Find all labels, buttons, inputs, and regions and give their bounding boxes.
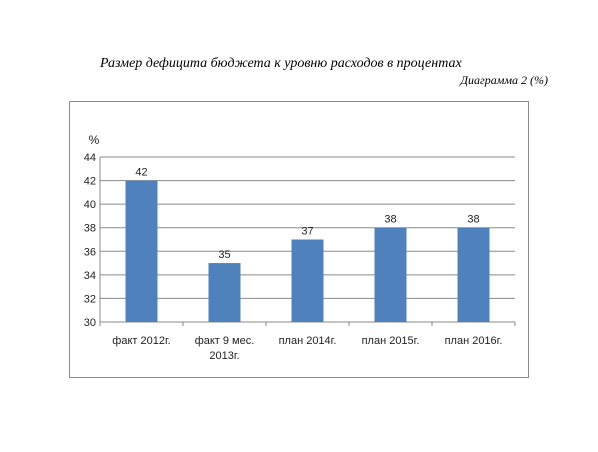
data-label: 38 — [384, 214, 396, 226]
data-label: 35 — [218, 249, 230, 261]
bar — [125, 180, 158, 322]
x-tick-label: план 2015г. — [362, 335, 420, 347]
bar — [374, 227, 407, 322]
y-tick-label: 30 — [84, 317, 96, 329]
y-tick-label: 34 — [84, 270, 96, 282]
x-tick-label: план 2016г. — [445, 335, 503, 347]
y-tick-label: 36 — [84, 246, 96, 258]
x-tick-label: факт 9 мес. 2013г. — [195, 335, 255, 362]
y-tick-label: 40 — [84, 199, 96, 211]
bar — [208, 263, 241, 322]
data-label: 38 — [467, 214, 479, 226]
x-tick-label: факт 2012г. — [112, 335, 170, 347]
chart-subtitle: Диаграмма 2 (%) — [460, 73, 548, 87]
chart-title: Размер дефицита бюджета к уровню расходо… — [100, 56, 462, 71]
y-tick-label: 38 — [84, 223, 96, 235]
x-tick-label: план 2014г. — [279, 335, 337, 347]
data-label: 37 — [301, 226, 313, 238]
y-tick-label: 44 — [84, 152, 96, 164]
data-label: 42 — [135, 167, 147, 179]
y-tick-label: 42 — [84, 176, 96, 188]
bar — [291, 239, 324, 322]
y-axis-unit-label: % — [89, 133, 100, 147]
bar — [457, 227, 490, 322]
y-tick-label: 32 — [84, 293, 96, 305]
